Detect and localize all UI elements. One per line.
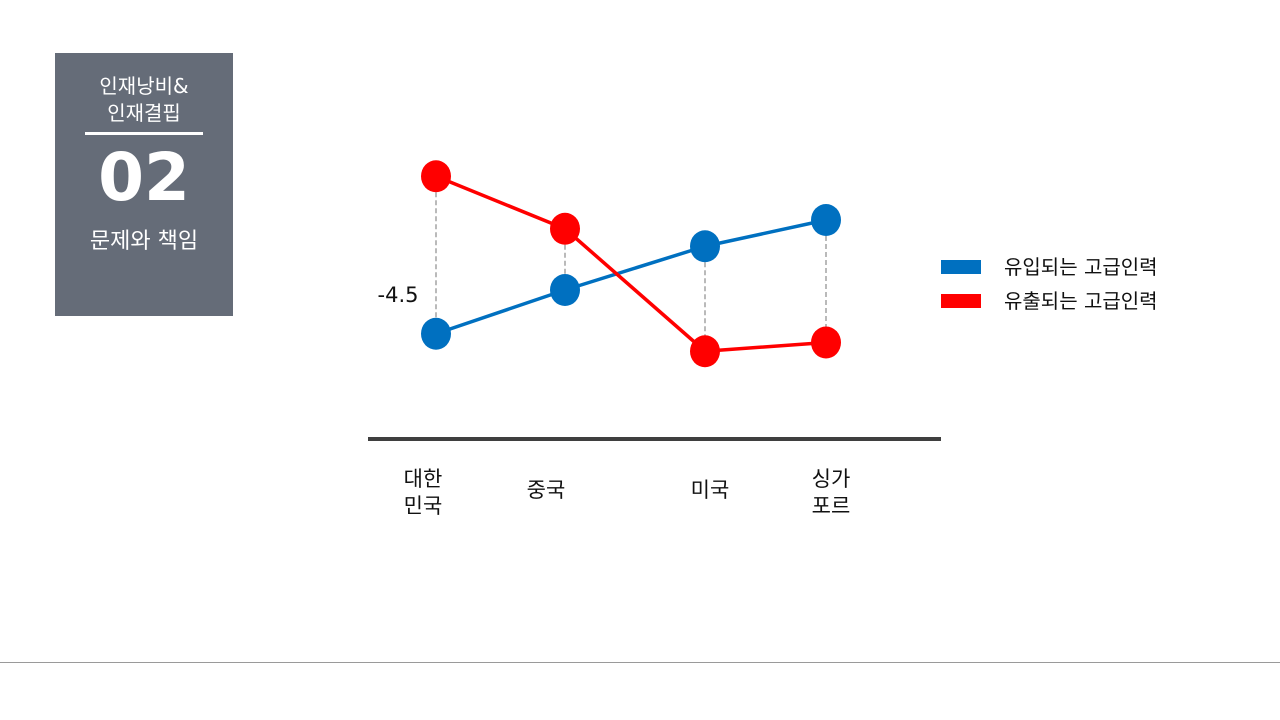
section-topic-line2: 인재결핍 (107, 101, 181, 125)
legend-swatch (941, 294, 981, 308)
series-2-point (690, 335, 720, 368)
series-2-point (550, 212, 580, 245)
series-1-point (811, 204, 841, 236)
legend-label: 유입되는 고급인력 (1004, 255, 1158, 279)
legend-swatch (941, 260, 981, 274)
category-label-line: 포르 (812, 494, 851, 518)
section-topic: 인재낭비& 인재결핍 (55, 73, 233, 127)
section-badge: 인재낭비& 인재결핍 02 문제와 책임 (55, 53, 233, 316)
series-1-point (690, 230, 720, 263)
category-label-line: 대한 (404, 467, 443, 491)
category-label-line: 중국 (527, 478, 566, 502)
value-annotation: -4.5 (378, 283, 419, 307)
series-line-2 (435, 174, 827, 353)
section-divider (85, 132, 203, 135)
series-1-point (550, 274, 580, 306)
section-topic-line1: 인재낭비& (99, 74, 189, 98)
section-number: 02 (98, 139, 190, 216)
series-line-1 (435, 218, 827, 336)
category-label-line: 싱가 (812, 467, 851, 491)
category-label-line: 미국 (691, 478, 730, 502)
category-label: 중국 (527, 478, 566, 502)
category-label: 미국 (691, 478, 730, 502)
series-2-point (421, 160, 451, 193)
section-subtitle: 문제와 책임 (89, 229, 199, 254)
category-label-line: 민국 (404, 494, 443, 518)
series-1-point (421, 317, 451, 350)
series-2-point (811, 326, 841, 359)
legend-label: 유출되는 고급인력 (1004, 289, 1158, 313)
footer-divider (0, 662, 1280, 663)
